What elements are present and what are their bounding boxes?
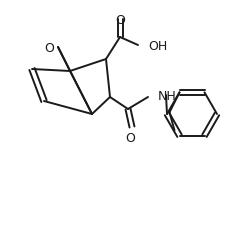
Text: O: O xyxy=(125,131,135,144)
Text: O: O xyxy=(115,14,125,27)
Text: O: O xyxy=(44,42,54,55)
Text: NH: NH xyxy=(158,89,177,102)
Text: OH: OH xyxy=(148,39,167,52)
